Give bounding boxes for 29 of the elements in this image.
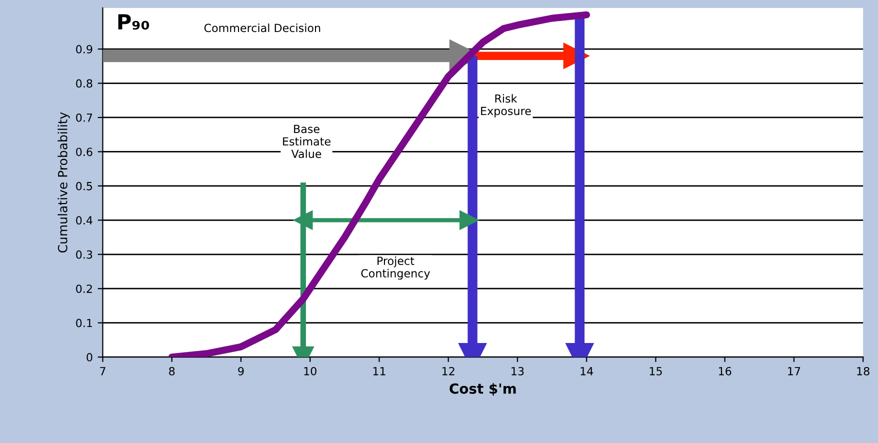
y-tick-label: 0 xyxy=(86,353,92,362)
annotation: Commercial Decision xyxy=(204,24,320,32)
y-tick-label: 0.9 xyxy=(76,45,92,54)
x-tick-label: 11 xyxy=(373,367,386,376)
x-tick-label: 17 xyxy=(788,367,800,376)
x-axis-title: Cost $'m xyxy=(450,383,516,396)
x-tick-label: 15 xyxy=(650,367,662,376)
x-tick-label: 9 xyxy=(238,366,244,376)
y-tick-label: 0.5 xyxy=(76,182,92,190)
x-tick-label: 8 xyxy=(169,366,175,376)
x-tick-label: 16 xyxy=(718,366,732,376)
y-tick-label: 0.2 xyxy=(76,284,92,293)
x-tick-label: 12 xyxy=(442,366,454,376)
y-tick-label: 0.4 xyxy=(76,216,92,225)
x-tick-label: 10 xyxy=(304,366,316,376)
x-tick-label: 7 xyxy=(100,367,106,376)
x-tick-label: 13 xyxy=(512,366,524,376)
y-tick-label: 0.1 xyxy=(76,318,92,328)
annotation: Risk Exposure xyxy=(481,94,531,118)
y-tick-label: 0.6 xyxy=(76,148,92,156)
x-tick-label: 14 xyxy=(580,367,594,376)
annotation: Project Contingency xyxy=(361,256,430,280)
y-tick-label: 0.3 xyxy=(76,250,92,259)
y-axis-title: Cumulative Probability xyxy=(58,112,70,253)
y-tick-label: 0.8 xyxy=(76,79,92,88)
y-tick-label: 0.7 xyxy=(76,113,92,122)
annotation: Base Estimate Value xyxy=(283,124,330,158)
annotation: P₉₀ xyxy=(118,14,150,30)
x-tick-label: 18 xyxy=(857,366,870,376)
